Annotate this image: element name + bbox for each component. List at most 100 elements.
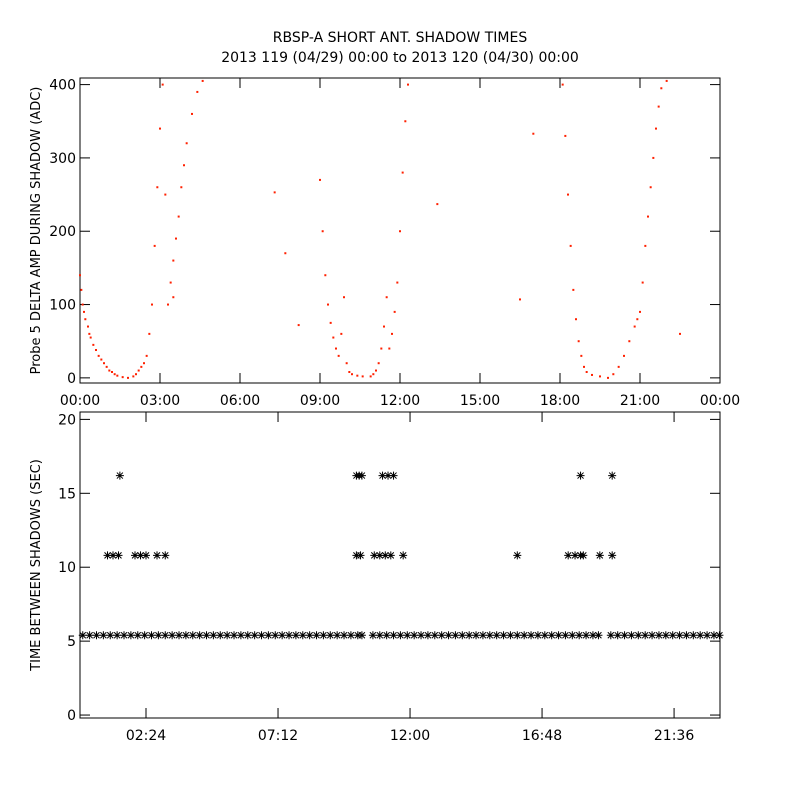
point bbox=[337, 354, 340, 357]
point bbox=[478, 631, 487, 640]
point bbox=[513, 631, 522, 640]
point bbox=[169, 281, 172, 284]
point bbox=[132, 375, 135, 378]
y-tick-label: 200 bbox=[49, 224, 76, 240]
point bbox=[250, 631, 259, 640]
point bbox=[351, 373, 353, 376]
chart-title: RBSP-A SHORT ANT. SHADOW TIMES bbox=[273, 30, 528, 46]
point bbox=[606, 631, 615, 640]
point bbox=[357, 471, 366, 480]
point bbox=[297, 324, 300, 327]
point bbox=[682, 631, 691, 640]
point bbox=[709, 631, 718, 640]
point bbox=[352, 551, 361, 560]
point bbox=[340, 332, 343, 335]
x-tick-label: 15:00 bbox=[460, 393, 500, 409]
point bbox=[437, 631, 446, 640]
point bbox=[126, 631, 135, 640]
point bbox=[191, 112, 193, 115]
point bbox=[385, 296, 388, 299]
x-tick-label: 03:00 bbox=[140, 393, 180, 409]
point bbox=[399, 551, 408, 560]
point bbox=[527, 631, 536, 640]
point bbox=[332, 336, 335, 339]
point bbox=[115, 471, 124, 480]
point bbox=[127, 376, 129, 379]
point bbox=[458, 631, 467, 640]
point bbox=[106, 631, 115, 640]
point bbox=[147, 631, 156, 640]
point bbox=[599, 375, 601, 378]
x-tick-label: 12:00 bbox=[380, 393, 420, 409]
point bbox=[116, 374, 119, 377]
point bbox=[576, 471, 585, 480]
point bbox=[636, 318, 639, 321]
point bbox=[465, 631, 474, 640]
point bbox=[142, 551, 151, 560]
point bbox=[540, 631, 549, 640]
point bbox=[648, 631, 657, 640]
point bbox=[391, 332, 393, 335]
point bbox=[143, 362, 145, 365]
point bbox=[520, 631, 529, 640]
point bbox=[655, 127, 657, 130]
point bbox=[343, 296, 345, 299]
point bbox=[156, 186, 159, 189]
point bbox=[175, 237, 177, 240]
point bbox=[401, 171, 404, 174]
point bbox=[382, 631, 391, 640]
point bbox=[608, 551, 617, 560]
point bbox=[575, 631, 584, 640]
point bbox=[133, 631, 142, 640]
point bbox=[485, 631, 494, 640]
point bbox=[87, 325, 89, 328]
point bbox=[284, 252, 287, 255]
point bbox=[378, 471, 387, 480]
point bbox=[183, 164, 185, 167]
point bbox=[623, 354, 625, 357]
point bbox=[396, 631, 405, 640]
y-tick-label: 0 bbox=[67, 708, 76, 724]
point bbox=[639, 310, 641, 313]
point bbox=[99, 631, 108, 640]
point bbox=[109, 551, 118, 560]
point bbox=[594, 631, 603, 640]
point bbox=[533, 631, 542, 640]
point bbox=[652, 156, 655, 159]
point bbox=[340, 631, 349, 640]
point bbox=[103, 551, 112, 560]
point bbox=[561, 631, 570, 640]
point bbox=[386, 551, 395, 560]
point bbox=[111, 371, 113, 374]
point bbox=[396, 281, 399, 284]
point bbox=[696, 631, 705, 640]
point bbox=[121, 376, 124, 379]
point bbox=[436, 203, 439, 206]
x-tick-label: 16:48 bbox=[522, 728, 562, 744]
point bbox=[243, 631, 252, 640]
x-tick-label: 09:00 bbox=[300, 393, 340, 409]
point bbox=[665, 79, 668, 82]
point bbox=[181, 631, 190, 640]
point bbox=[327, 303, 329, 306]
point bbox=[569, 244, 572, 247]
point bbox=[271, 631, 280, 640]
point bbox=[499, 631, 508, 640]
point bbox=[356, 551, 365, 560]
point bbox=[627, 631, 636, 640]
point bbox=[113, 631, 122, 640]
point bbox=[506, 631, 515, 640]
point bbox=[554, 631, 563, 640]
point bbox=[333, 631, 342, 640]
point bbox=[88, 332, 91, 335]
point bbox=[114, 551, 123, 560]
point bbox=[369, 375, 372, 378]
x-tick-label: 21:00 bbox=[620, 393, 660, 409]
point bbox=[136, 551, 145, 560]
point bbox=[577, 340, 580, 343]
point bbox=[95, 349, 97, 352]
point bbox=[329, 321, 332, 324]
point bbox=[649, 186, 652, 189]
point bbox=[399, 230, 401, 233]
point bbox=[492, 631, 501, 640]
